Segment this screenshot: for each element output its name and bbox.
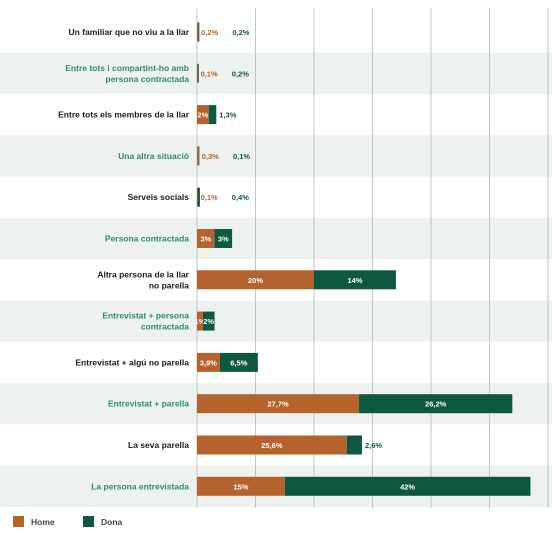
bar-value-label: 25,6% [261, 441, 283, 450]
bar-home [197, 146, 199, 166]
bar-value-label: 0,1% [233, 152, 250, 161]
bar-value-label: 2% [197, 111, 208, 120]
bar-value-label: 42% [400, 482, 415, 491]
category-label: La seva parella [128, 440, 189, 450]
bar-value-label: 0,1% [201, 69, 218, 78]
bar-value-label: 1% [195, 317, 206, 326]
bars: 0,2% 0,2% 0,1% 0,2% 2% 1,3% 0,3% 0,1% 0,1% 0,4% 3%… [195, 22, 531, 496]
bar-dona [214, 229, 233, 248]
bar-value-label: 26,2% [425, 400, 447, 409]
bar-value-label: 0,4% [232, 193, 249, 202]
bar-home [197, 229, 215, 248]
category-label: Persona contractada [105, 234, 189, 244]
bar-home [197, 63, 198, 83]
category-label: Entrevistat + persona contractada [102, 311, 189, 332]
bar-home [197, 435, 347, 455]
category-label: Entrevistat + parella [108, 399, 189, 409]
bar-dona [197, 187, 200, 207]
legend-label: Home [31, 517, 55, 527]
category-label: Un familiar que no viu a la llar [69, 27, 190, 37]
bar-dona [208, 105, 217, 125]
bar-home [197, 270, 314, 290]
legend: Home Dona [13, 516, 123, 527]
bar-value-label: 27,7% [267, 400, 289, 409]
bar-home [197, 105, 209, 125]
category-label: Una altra situació [118, 151, 189, 161]
bar-value-label: 20% [248, 276, 263, 285]
legend-swatch [13, 516, 24, 527]
bar-home [197, 311, 203, 331]
legend-swatch [83, 516, 94, 527]
bar-value-label: 14% [347, 276, 362, 285]
bar-dona [346, 435, 362, 455]
row-band [0, 217, 552, 260]
bar-value-label: 0,3% [202, 152, 219, 161]
bar-dona [219, 352, 258, 372]
category-label: Entrevistat + algú no parella [75, 357, 189, 367]
bar-value-label: 2% [203, 317, 214, 326]
bar-value-label: 3,9% [200, 358, 217, 367]
bar-home [197, 352, 220, 372]
bar-value-label: 6,5% [230, 358, 247, 367]
bar-value-label: 0,2% [232, 69, 249, 78]
category-label: Altra persona de la llar no parella [97, 269, 189, 290]
row-band [0, 52, 552, 94]
bar-value-label: 0,2% [232, 28, 249, 37]
bar-home [197, 187, 198, 207]
category-labels: Un familiar que no viu a la llar Entre to… [58, 27, 190, 491]
category-label: Entre tots els membres de la llar [58, 110, 190, 120]
category-label: La persona entrevistada [91, 481, 189, 491]
bar-dona [359, 394, 513, 414]
bar-home [197, 394, 360, 414]
gridlines [0, 8, 552, 508]
legend-label: Dona [101, 517, 123, 527]
bar-dona [202, 311, 215, 331]
category-label: Entre tots i compartint-ho amb persona co… [65, 63, 189, 84]
bar-value-label: 15% [233, 482, 248, 491]
category-label: Serveis socials [128, 192, 190, 202]
bar-value-label: 0,2% [201, 28, 218, 37]
bar-value-label: 0,1% [201, 193, 218, 202]
bar-dona [198, 22, 200, 42]
bar-dona [314, 270, 396, 290]
bar-value-label: 3% [218, 235, 229, 244]
bar-dona [198, 146, 200, 166]
row-band [0, 135, 552, 177]
bar-value-label: 1,3% [219, 111, 236, 120]
bar-home [197, 22, 199, 42]
row-band [0, 300, 552, 342]
bar-value-label: 3% [200, 235, 211, 244]
bar-value-label: 2,6% [365, 441, 382, 450]
bar-dona [284, 476, 531, 496]
bar-dona [197, 63, 199, 83]
bar-home [197, 476, 285, 496]
